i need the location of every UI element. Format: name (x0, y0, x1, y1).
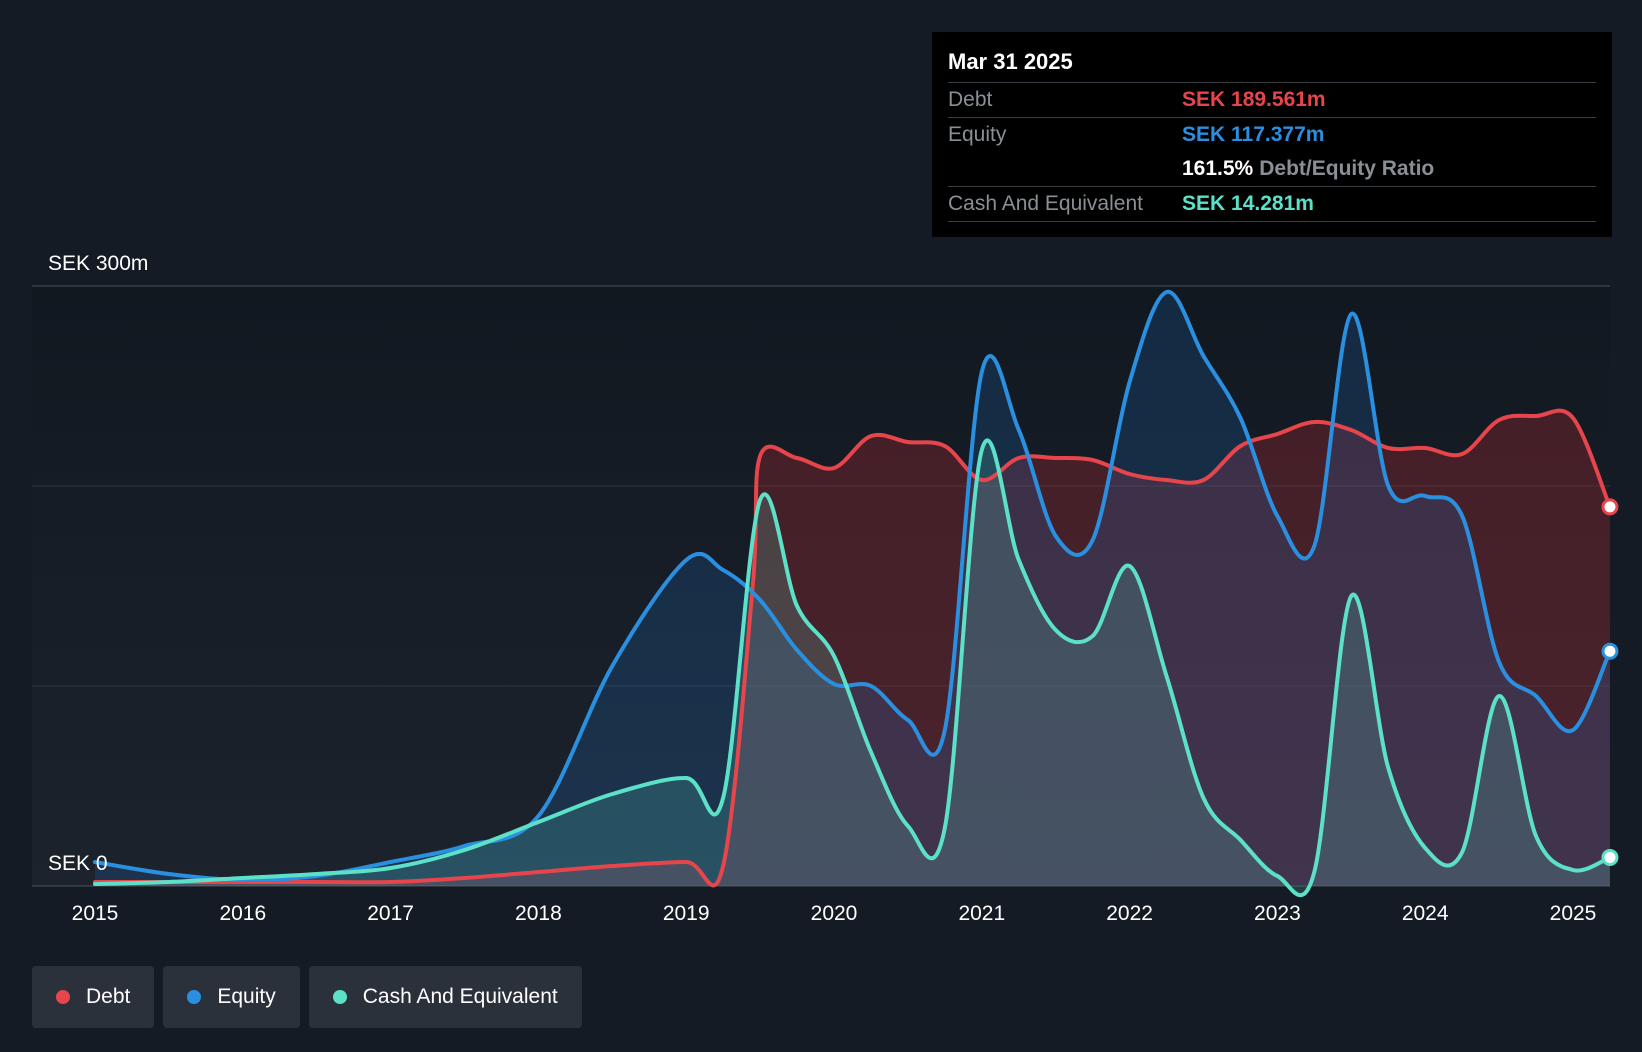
debt-area (95, 410, 1610, 886)
tooltip-row-cash: Cash And Equivalent SEK 14.281m (948, 186, 1596, 222)
cash-and-equivalent-line (93, 438, 1612, 898)
legend-item-cash[interactable]: Cash And Equivalent (308, 966, 582, 1028)
equity-dot-icon (187, 990, 202, 1004)
x-tick-label: 2020 (811, 902, 858, 925)
x-tick-label: 2025 (1550, 902, 1597, 925)
tooltip-ratio-label: Debt/Equity Ratio (1259, 157, 1435, 180)
legend-equity-label: Equity (217, 985, 276, 1008)
tooltip-cash-value: SEK 14.281m (1182, 192, 1314, 215)
tooltip-equity-label: Equity (948, 123, 1007, 146)
plot-area (32, 286, 1610, 886)
equity-end-marker[interactable] (1601, 642, 1619, 660)
debt-dot-icon (56, 990, 70, 1004)
legend-item-debt[interactable]: Debt (32, 966, 155, 1028)
debt-end-marker[interactable] (1601, 498, 1619, 516)
tooltip-debt-value: SEK 189.561m (1182, 88, 1326, 111)
x-tick-label: 2015 (72, 902, 119, 925)
x-tick-label: 2017 (367, 902, 414, 925)
equity-line (93, 289, 1612, 883)
legend-item-equity[interactable]: Equity (163, 966, 300, 1028)
x-tick-label: 2023 (1254, 902, 1301, 925)
legend-cash-label: Cash And Equivalent (362, 985, 558, 1008)
tooltip-debt-label: Debt (948, 88, 993, 111)
tooltip-row-ratio: 161.5% Debt/Equity Ratio (948, 152, 1596, 186)
equity-area (95, 291, 1610, 886)
legend: Debt Equity Cash And Equivalent (32, 966, 582, 1028)
x-tick-label: 2021 (958, 902, 1005, 925)
tooltip-date: Mar 31 2025 (948, 49, 1073, 74)
tooltip-cash-label: Cash And Equivalent (948, 192, 1143, 215)
y-axis-top-label: SEK 300m (48, 252, 148, 275)
tooltip-row-debt: Debt SEK 189.561m (948, 82, 1596, 117)
debt-line (93, 408, 1612, 888)
x-tick-label: 2019 (663, 902, 710, 925)
cash-dot-icon (332, 990, 347, 1004)
tooltip: Mar 31 2025 Debt SEK 189.561m Equity SEK… (932, 32, 1612, 237)
y-axis-bottom-label: SEK 0 (48, 852, 108, 875)
x-tick-label: 2022 (1106, 902, 1153, 925)
legend-debt-label: Debt (86, 985, 131, 1008)
tooltip-equity-value: SEK 117.377m (1182, 123, 1325, 146)
x-tick-label: 2016 (219, 902, 266, 925)
tooltip-row-equity: Equity SEK 117.377m (948, 117, 1596, 152)
x-tick-label: 2018 (515, 902, 562, 925)
cash-and-equivalent-end-marker[interactable] (1601, 848, 1619, 866)
cash-and-equivalent-area (95, 440, 1610, 896)
tooltip-ratio-value: 161.5% (1182, 157, 1254, 180)
x-tick-label: 2024 (1402, 902, 1449, 925)
